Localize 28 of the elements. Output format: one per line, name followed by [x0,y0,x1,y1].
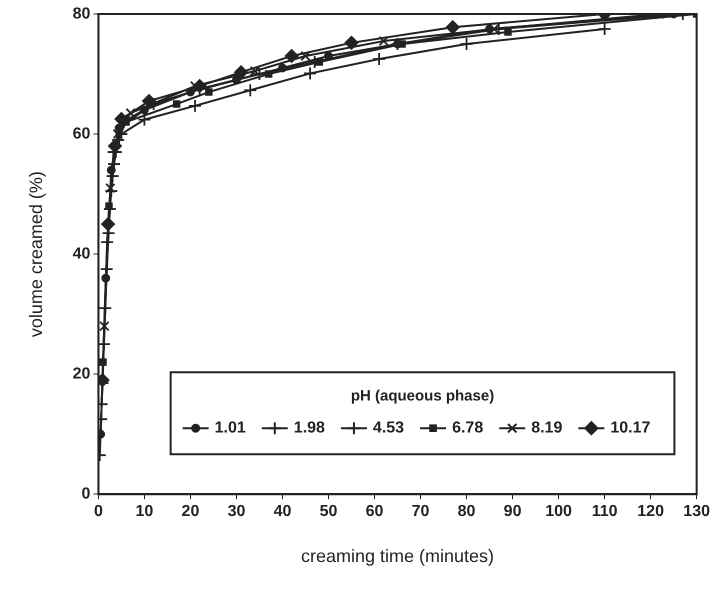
x-tick-label: 20 [182,503,200,520]
legend-label: 8.19 [531,420,562,437]
legend-label: 1.98 [294,420,326,437]
x-tick-label: 130 [683,503,710,520]
legend-label: 6.78 [452,420,484,437]
y-axis-title: volume creamed (%) [26,171,46,338]
x-tick-label: 0 [94,503,103,520]
y-tick-label: 0 [81,486,90,503]
legend-label: 4.53 [372,420,404,437]
x-tick-label: 60 [366,503,384,520]
x-tick-label: 10 [136,503,154,520]
y-tick-label: 40 [72,246,90,263]
x-tick-label: 30 [228,503,246,520]
legend-title: pH (aqueous phase) [350,387,494,404]
x-tick-label: 100 [545,503,572,520]
x-tick-label: 80 [458,503,476,520]
x-tick-label: 70 [412,503,430,520]
x-tick-label: 90 [504,503,522,520]
x-axis-title: creaming time (minutes) [300,546,494,566]
legend-label: 10.17 [610,420,650,437]
x-tick-label: 120 [637,503,664,520]
x-tick-label: 50 [320,503,338,520]
x-tick-label: 40 [274,503,292,520]
legend-label: 1.01 [214,420,246,437]
y-tick-label: 60 [72,125,90,142]
y-tick-label: 20 [72,366,90,383]
y-tick-label: 80 [72,5,90,22]
x-tick-label: 110 [592,503,618,520]
